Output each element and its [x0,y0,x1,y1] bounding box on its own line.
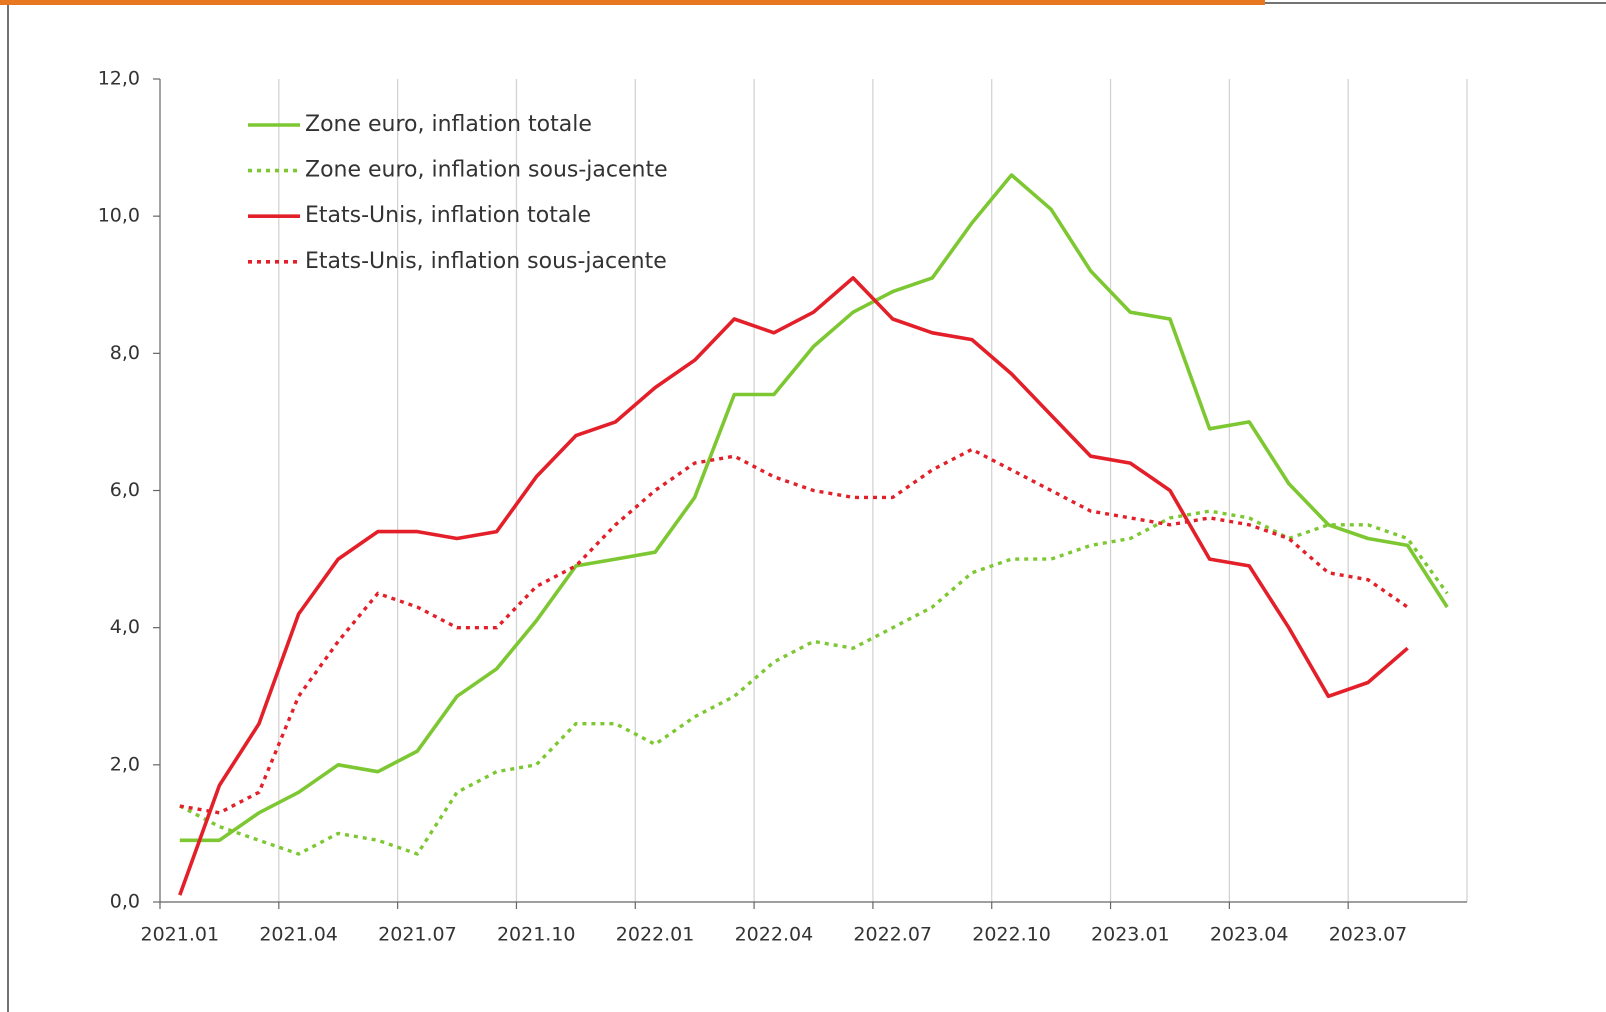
y-tick-label: 6,0 [110,479,140,501]
y-tick-label: 12,0 [98,68,140,90]
x-tick-label: 2022.01 [616,924,695,946]
header-bar [0,0,1265,5]
series-line [179,509,1449,856]
x-tick-label: 2023.01 [1091,924,1170,946]
legend-label: Zone euro, inflation sous-jacente [305,158,668,183]
x-tick-label: 2023.04 [1210,924,1289,946]
x-tick-label: 2022.07 [853,924,932,946]
x-tick-label: 2021.10 [497,924,576,946]
series-line [179,173,1449,843]
y-tick-label: 2,0 [110,753,140,775]
x-tick-label: 2021.04 [259,924,338,946]
y-tick-label: 10,0 [98,205,140,227]
x-tick-label: 2022.04 [735,924,814,946]
x-tick-label: 2022.10 [972,924,1051,946]
x-tick-label: 2021.07 [378,924,457,946]
y-tick-label: 8,0 [110,342,140,364]
series-line [179,447,1409,815]
frame [7,2,1606,1012]
y-tick-label: 4,0 [110,616,140,638]
series-line [178,276,1409,896]
x-tick-label: 2021.01 [141,924,220,946]
legend-label: Etats-Unis, inflation sous-jacente [305,249,667,274]
y-tick-label: 0,0 [110,891,140,913]
legend-label: Etats-Unis, inflation totale [305,203,591,228]
x-tick-label: 2023.07 [1329,924,1408,946]
legend-label: Zone euro, inflation totale [305,112,592,137]
